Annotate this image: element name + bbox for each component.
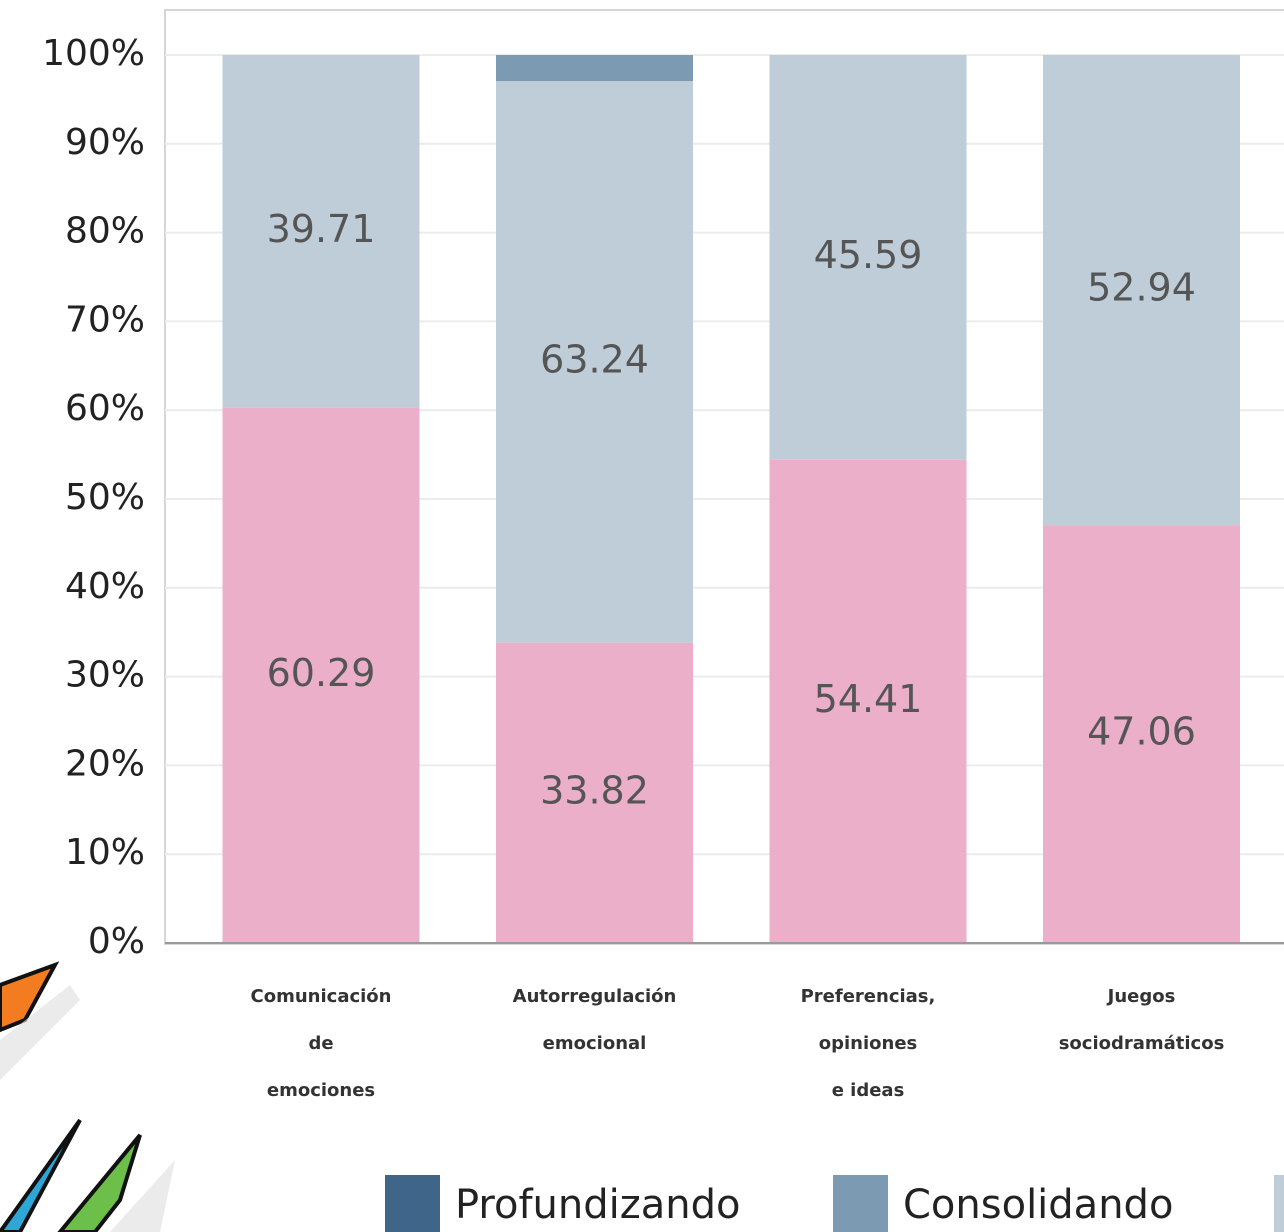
data-label: 54.41 [814,677,923,721]
data-label: 45.59 [814,233,923,277]
x-tick-label: Autorregulación [513,986,677,1007]
data-label: 52.94 [1087,266,1196,310]
y-tick-label: 90% [65,122,145,163]
x-tick-label: Preferencias, [801,986,936,1007]
data-label: 33.82 [540,768,649,812]
x-tick-label: opiniones [819,1033,918,1054]
legend-label: Profundizando [455,1182,740,1228]
chart: 0% 10% 20% 30% 40% 50% 60% 70% 80% 90% 100% 60.29 39… [0,0,1284,1232]
data-label: 47.06 [1087,710,1196,754]
x-tick-label: emociones [267,1080,375,1101]
y-tick-label: 40% [65,566,145,607]
y-tick-label: 80% [65,211,145,252]
x-tick-label: e ideas [832,1080,905,1101]
legend-swatch [385,1175,440,1232]
x-tick-label: de [308,1033,333,1054]
y-tick-label: 50% [65,477,145,518]
bar-segment [496,55,693,81]
x-tick-label: Comunicación [251,986,392,1007]
pencils [0,965,175,1232]
data-label: 39.71 [267,207,376,251]
data-label: 63.24 [540,337,649,381]
legend-swatch [833,1175,888,1232]
y-tick-label: 0% [88,921,145,962]
y-tick-label: 20% [65,743,145,784]
legend-label: Consolidando [903,1182,1173,1228]
x-tick-label: emocional [543,1033,647,1054]
y-tick-label: 30% [65,655,145,696]
legend-swatch-cut [1274,1175,1284,1232]
data-label: 60.29 [267,651,376,695]
y-tick-label: 60% [65,388,145,429]
y-tick-label: 10% [65,832,145,873]
y-tick-label: 70% [65,299,145,340]
x-tick-label: sociodramáticos [1059,1033,1225,1054]
y-tick-label: 100% [42,33,145,74]
x-tick-label: Juegos [1106,986,1176,1007]
